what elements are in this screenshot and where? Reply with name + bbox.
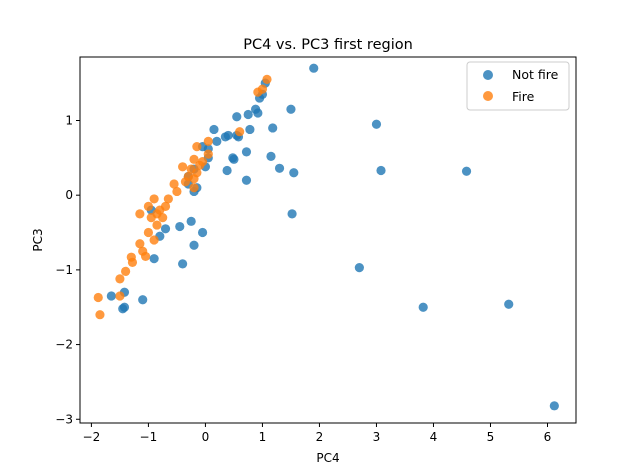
point-fire-26 <box>143 201 154 211</box>
x-tick-label: 2 <box>316 430 324 444</box>
point-fire-6 <box>203 149 213 159</box>
point-not-fire-23 <box>228 153 238 163</box>
point-not-fire-51 <box>119 302 130 312</box>
point-fire-19 <box>163 194 173 204</box>
point-not-fire-21 <box>266 151 276 161</box>
point-fire-18 <box>169 179 179 189</box>
point-not-fire-41 <box>189 240 199 250</box>
y-tick-label: −3 <box>55 412 73 426</box>
point-not-fire-30 <box>461 166 472 176</box>
point-not-fire-55 <box>549 401 559 411</box>
point-fire-20 <box>149 194 159 204</box>
point-fire-7 <box>189 154 199 164</box>
point-fire-4 <box>203 136 213 147</box>
point-fire-33 <box>140 251 151 262</box>
point-fire-3 <box>235 127 245 137</box>
point-not-fire-9 <box>245 124 255 135</box>
point-fire-10 <box>178 162 188 172</box>
plot-area <box>79 56 577 424</box>
point-not-fire-54 <box>504 299 514 309</box>
point-fire-16 <box>189 183 199 193</box>
point-fire-24 <box>158 212 168 223</box>
point-not-fire-28 <box>371 119 382 129</box>
y-tick-label: −1 <box>55 263 73 277</box>
x-tick-label: 5 <box>487 430 495 444</box>
y-tick-label: −2 <box>55 338 73 352</box>
point-not-fire-15 <box>212 136 222 147</box>
point-not-fire-44 <box>149 254 159 264</box>
point-not-fire-8 <box>286 104 296 114</box>
point-not-fire-42 <box>160 224 171 234</box>
point-fire-28 <box>152 220 162 230</box>
point-fire-35 <box>127 257 138 268</box>
x-tick-label: 4 <box>430 430 438 444</box>
point-fire-39 <box>93 292 103 303</box>
point-fire-14 <box>189 174 199 184</box>
point-fire-36 <box>121 266 131 276</box>
point-not-fire-38 <box>186 216 196 226</box>
point-fire-0 <box>262 74 272 85</box>
point-not-fire-25 <box>274 163 285 173</box>
point-fire-30 <box>149 235 159 245</box>
point-not-fire-5 <box>253 108 263 118</box>
point-not-fire-13 <box>220 132 230 142</box>
x-tick-label: 1 <box>259 430 267 444</box>
points-layer <box>93 63 559 411</box>
x-tick-label: −2 <box>83 430 101 444</box>
point-not-fire-37 <box>287 209 297 219</box>
ticks-layer: −2 −1 0 1 2 3 4 5 6 −3 −2 −1 0 1 <box>55 113 551 444</box>
x-tick-label: 3 <box>373 430 381 444</box>
legend-marker-not-fire <box>483 70 493 80</box>
point-not-fire-16 <box>209 124 219 135</box>
point-fire-5 <box>192 142 202 152</box>
point-not-fire-39 <box>175 221 185 232</box>
point-not-fire-6 <box>243 109 253 120</box>
point-fire-9 <box>195 160 205 170</box>
point-not-fire-45 <box>178 259 188 269</box>
point-fire-29 <box>143 227 154 238</box>
point-not-fire-49 <box>106 291 116 301</box>
point-fire-17 <box>172 186 182 197</box>
point-fire-27 <box>135 209 145 219</box>
x-tick-label: −1 <box>140 430 158 444</box>
legend-marker-fire <box>483 91 493 101</box>
point-not-fire-52 <box>354 263 364 273</box>
legend: Not fire Fire <box>466 61 570 111</box>
x-tick-label: 6 <box>544 430 552 444</box>
point-fire-2 <box>253 87 263 97</box>
chart-title: PC4 vs. PC3 first region <box>243 37 413 53</box>
legend-label-not-fire: Not fire <box>512 67 559 82</box>
point-not-fire-53 <box>418 302 428 312</box>
point-fire-25 <box>146 212 156 223</box>
point-not-fire-10 <box>268 123 278 133</box>
point-fire-31 <box>135 239 145 249</box>
point-fire-15 <box>180 177 191 187</box>
point-not-fire-27 <box>241 175 252 185</box>
point-not-fire-40 <box>197 227 208 238</box>
point-not-fire-7 <box>232 112 242 122</box>
legend-label-fire: Fire <box>512 89 535 104</box>
point-fire-37 <box>115 274 125 284</box>
y-tick-label: 1 <box>65 113 73 127</box>
y-axis-label: PC3 <box>31 228 45 251</box>
point-not-fire-0 <box>309 63 319 73</box>
point-fire-38 <box>115 291 125 301</box>
point-not-fire-24 <box>222 165 232 176</box>
x-axis-label: PC4 <box>316 451 339 465</box>
point-not-fire-26 <box>289 168 299 178</box>
point-not-fire-20 <box>241 147 252 157</box>
point-fire-40 <box>95 310 105 320</box>
point-not-fire-29 <box>376 165 386 176</box>
point-not-fire-47 <box>138 295 148 305</box>
x-tick-label: 0 <box>202 430 210 444</box>
y-tick-label: 0 <box>65 188 73 202</box>
